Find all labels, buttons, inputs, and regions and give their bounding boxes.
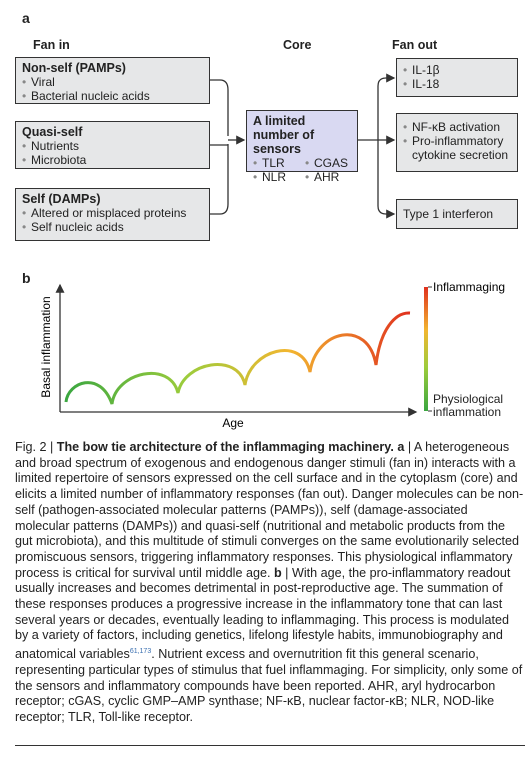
caption-bold: The bow tie architecture of the inflamma… bbox=[56, 440, 394, 454]
caption-bold: a bbox=[397, 440, 405, 454]
box-title: Self (DAMPs) bbox=[22, 192, 101, 206]
caption-text: | A heterogeneous and broad spectrum of … bbox=[15, 440, 524, 580]
item: IL-1β bbox=[403, 63, 511, 77]
box-title: Quasi-self bbox=[22, 125, 83, 139]
caption-bold: b bbox=[273, 565, 282, 580]
item: NF-κB activation bbox=[403, 120, 511, 134]
fan-out-box: Type 1 interferon bbox=[396, 199, 518, 229]
item: Microbiota bbox=[22, 153, 203, 167]
header: Fan out bbox=[392, 38, 438, 52]
color-bar bbox=[424, 287, 428, 411]
item: Pro-inflammatory cytokine secretion bbox=[403, 134, 511, 162]
bottom-label: Physiological inflammation bbox=[433, 392, 504, 419]
header: Core bbox=[283, 38, 312, 52]
x-axis-label: Age bbox=[222, 416, 244, 430]
header: Fan in bbox=[33, 38, 70, 52]
core-box: A limited number of sensors TLR CGAS NLR… bbox=[246, 110, 358, 184]
panel-label: b bbox=[22, 270, 31, 286]
rule bbox=[15, 745, 525, 746]
box-title: A limited number of sensors bbox=[253, 114, 315, 156]
item: Type 1 interferon bbox=[403, 207, 494, 221]
box-title: Non-self (PAMPs) bbox=[22, 61, 126, 75]
citation: 61,173 bbox=[129, 648, 152, 656]
item: IL-18 bbox=[403, 77, 511, 91]
top-label: Inflammaging bbox=[433, 280, 505, 294]
caption-text: | With age, the pro-inflammatory readout… bbox=[15, 565, 511, 662]
fan-out-box: NF-κB activation Pro-inflammatory cytoki… bbox=[396, 113, 518, 172]
y-axis-label: Basal inflammation bbox=[39, 296, 53, 397]
item: AHR bbox=[305, 170, 355, 184]
arrows bbox=[55, 73, 418, 417]
caption-text: Fig. 2 | bbox=[15, 440, 57, 454]
fan-out-box: IL-1β IL-18 bbox=[396, 58, 518, 97]
item: Viral bbox=[22, 75, 203, 89]
item: NLR bbox=[253, 170, 305, 184]
item: Bacterial nucleic acids bbox=[22, 89, 203, 103]
item: Altered or misplaced proteins bbox=[22, 206, 203, 220]
item: Self nucleic acids bbox=[22, 220, 203, 234]
fan-in-box: Self (DAMPs) Altered or misplaced protei… bbox=[15, 188, 210, 241]
fan-in-box: Non-self (PAMPs) Viral Bacterial nucleic… bbox=[15, 57, 210, 104]
inflammation-curve bbox=[64, 311, 411, 405]
item: CGAS bbox=[305, 156, 355, 170]
panel-label: a bbox=[22, 10, 30, 26]
caption: Fig. 2 | The bow tie architecture of the… bbox=[15, 440, 525, 726]
fan-in-box: Quasi-self Nutrients Microbiota bbox=[15, 121, 210, 169]
item: Nutrients bbox=[22, 139, 203, 153]
bar-ticks bbox=[428, 286, 432, 412]
caption-text: . Nutrient excess and overnutrition fit … bbox=[15, 647, 523, 725]
item: TLR bbox=[253, 156, 305, 170]
